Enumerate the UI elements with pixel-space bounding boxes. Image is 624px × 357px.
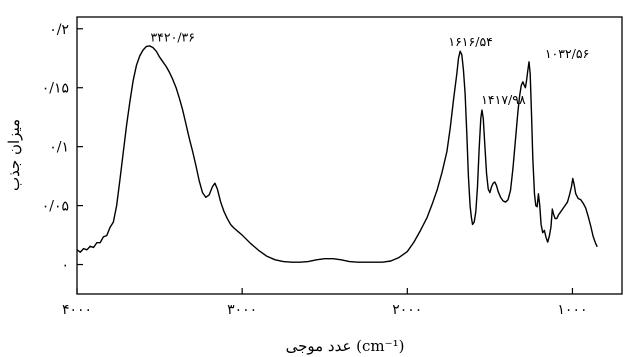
x-tick-label: ۲۰۰۰: [392, 302, 422, 318]
y-tick-label: ۰/۱۵: [42, 81, 69, 97]
peak-label: ۳۴۲۰/۳۶: [150, 29, 195, 44]
y-tick-label: ۰/۰۵: [42, 199, 69, 215]
x-axis-title: عدد موجی (cm⁻¹): [286, 337, 405, 355]
tick-group: [76, 28, 574, 294]
y-tick-label: ۰/۱: [49, 140, 69, 156]
peak-annotation-group: ۳۴۲۰/۳۶ ۱۶۱۶/۵۴ ۱۴۱۷/۹۸ ۱۰۳۲/۵۶: [150, 29, 589, 106]
x-tick-label: ۴۰۰۰: [62, 302, 92, 318]
peak-label: ۱۰۳۲/۵۶: [545, 46, 590, 61]
peak-label: ۱۴۱۷/۹۸: [481, 92, 526, 107]
y-tick-label: ۰/۲: [49, 22, 69, 38]
y-tick-label: ۰: [61, 258, 69, 274]
x-tick-label: ۱۰۰۰: [557, 302, 587, 318]
plot-frame: [76, 16, 623, 295]
y-axis-title: میزان جذب: [5, 119, 23, 191]
x-tick-label: ۳۰۰۰: [227, 302, 257, 318]
peak-label: ۱۶۱۶/۵۴: [448, 34, 493, 49]
spectrum-line: [76, 45, 598, 263]
tick-label-group: ۴۰۰۰ ۳۰۰۰ ۲۰۰۰ ۱۰۰۰ ۰ ۰/۰۵ ۰/۱ ۰/۱۵ ۰/۲: [42, 22, 588, 318]
